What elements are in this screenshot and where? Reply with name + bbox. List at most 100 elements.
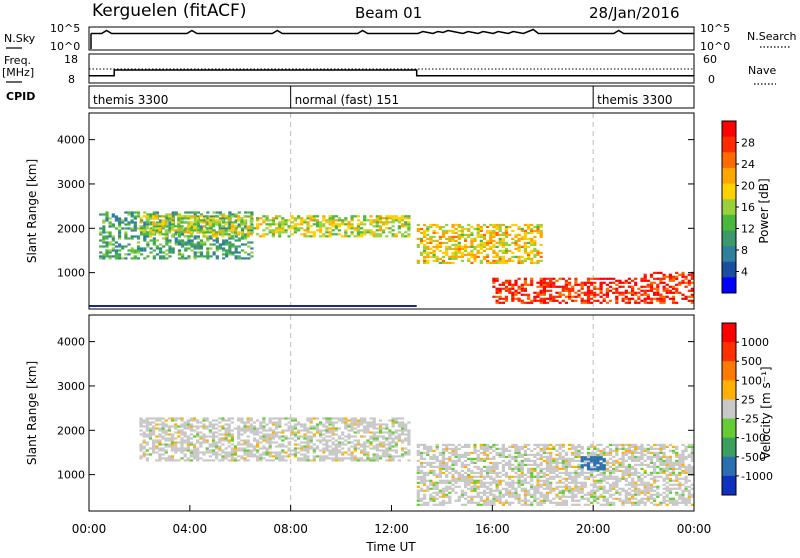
data-cell	[521, 236, 524, 238]
data-cell	[577, 468, 580, 470]
data-cell	[237, 449, 240, 451]
data-cell	[218, 429, 221, 431]
data-cell	[196, 433, 199, 435]
data-cell	[483, 448, 486, 450]
data-cell	[190, 437, 193, 439]
data-cell	[357, 231, 360, 233]
colorbar-cell	[722, 230, 736, 246]
data-cell	[511, 260, 514, 262]
data-cell	[508, 282, 511, 284]
data-cell	[231, 227, 234, 229]
data-cell	[423, 260, 426, 262]
data-cell	[502, 494, 505, 496]
data-cell	[392, 217, 395, 219]
data-cell	[637, 298, 640, 300]
data-cell	[369, 437, 372, 439]
data-cell	[376, 455, 379, 457]
data-cell	[461, 464, 464, 466]
data-cell	[625, 450, 628, 452]
data-cell	[303, 453, 306, 455]
data-cell	[303, 221, 306, 223]
data-cell	[562, 278, 565, 280]
data-cell	[647, 488, 650, 490]
data-cell	[445, 242, 448, 244]
data-cell	[344, 423, 347, 425]
data-cell	[153, 241, 156, 243]
data-cell	[118, 223, 121, 225]
data-cell	[240, 449, 243, 451]
data-cell	[555, 502, 558, 504]
data-cell	[143, 441, 146, 443]
data-cell	[609, 472, 612, 474]
data-cell	[480, 468, 483, 470]
data-cell	[455, 462, 458, 464]
data-cell	[533, 226, 536, 228]
data-cell	[392, 459, 395, 461]
data-cell	[181, 243, 184, 245]
data-cell	[243, 441, 246, 443]
data-cell	[347, 453, 350, 455]
data-cell	[625, 470, 628, 472]
data-cell	[628, 488, 631, 490]
data-cell	[622, 478, 625, 480]
data-cell	[593, 486, 596, 488]
data-cell	[552, 470, 555, 472]
data-cell	[158, 427, 161, 429]
data-cell	[505, 262, 508, 264]
data-cell	[213, 251, 216, 253]
data-cell	[281, 445, 284, 447]
data-cell	[191, 211, 194, 213]
data-cell	[533, 230, 536, 232]
data-cell	[231, 223, 234, 225]
data-cell	[168, 429, 171, 431]
data-cell	[499, 298, 502, 300]
data-cell	[502, 298, 505, 300]
data-cell	[518, 228, 521, 230]
data-cell	[445, 494, 448, 496]
data-cell	[158, 423, 161, 425]
data-cell	[467, 254, 470, 256]
data-cell	[376, 453, 379, 455]
data-cell	[555, 494, 558, 496]
data-cell	[121, 219, 124, 221]
data-cell	[666, 284, 669, 286]
data-cell	[587, 302, 590, 304]
data-cell	[275, 231, 278, 233]
data-cell	[366, 423, 369, 425]
data-cell	[439, 480, 442, 482]
data-cell	[473, 458, 476, 460]
data-cell	[284, 451, 287, 453]
data-cell	[250, 455, 253, 457]
data-cell	[369, 443, 372, 445]
data-cell	[284, 445, 287, 447]
nsky-panel-frame	[89, 27, 694, 50]
data-cell	[508, 484, 511, 486]
data-cell	[656, 300, 659, 302]
data-cell	[461, 226, 464, 228]
data-cell	[102, 231, 105, 233]
data-cell	[653, 292, 656, 294]
data-cell	[502, 284, 505, 286]
data-cell	[486, 486, 489, 488]
data-cell	[590, 284, 593, 286]
data-cell	[221, 449, 224, 451]
data-cell	[429, 450, 432, 452]
data-cell	[247, 231, 250, 233]
data-cell	[451, 240, 454, 242]
data-cell	[269, 445, 272, 447]
data-cell	[439, 466, 442, 468]
data-cell	[445, 224, 448, 226]
data-cell	[489, 484, 492, 486]
data-cell	[650, 488, 653, 490]
data-cell	[622, 464, 625, 466]
data-cell	[332, 447, 335, 449]
data-cell	[470, 238, 473, 240]
data-cell	[653, 282, 656, 284]
data-cell	[568, 284, 571, 286]
data-cell	[216, 247, 219, 249]
data-cell	[606, 464, 609, 466]
data-cell	[637, 488, 640, 490]
data-cell	[200, 247, 203, 249]
data-cell	[382, 427, 385, 429]
data-cell	[530, 450, 533, 452]
